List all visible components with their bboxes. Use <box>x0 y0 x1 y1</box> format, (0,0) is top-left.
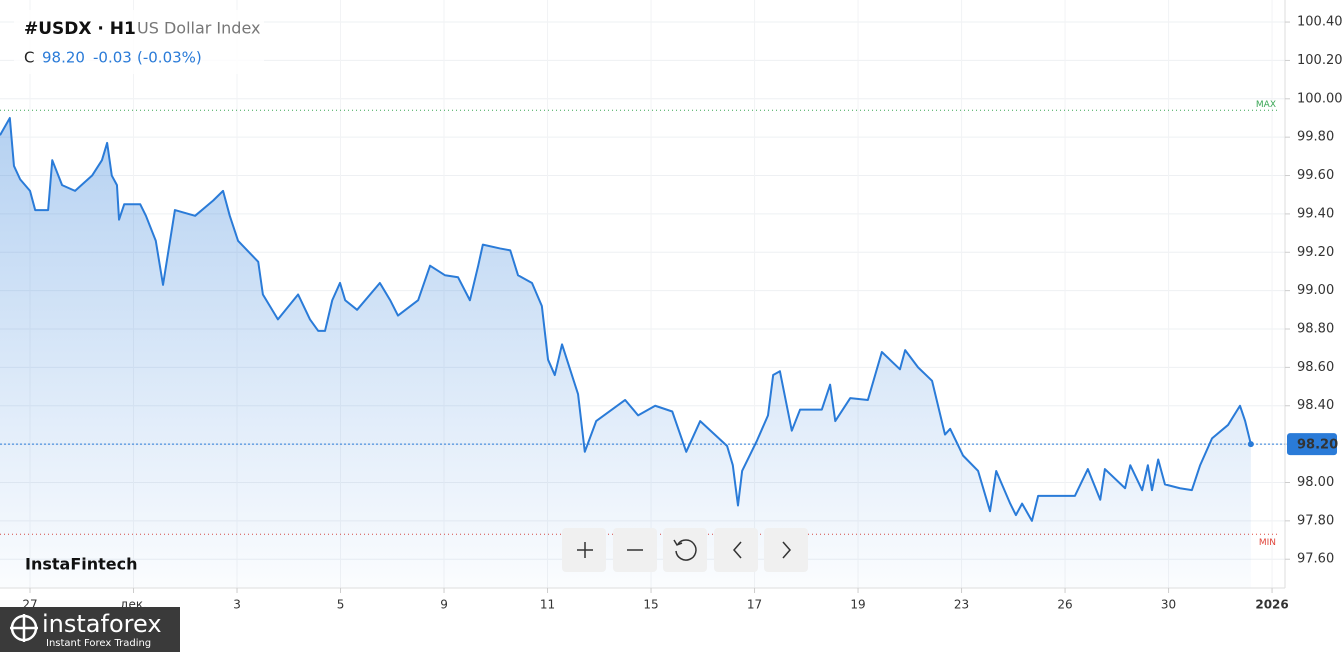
x-tick-label: 19 <box>850 598 865 612</box>
reset-button[interactable] <box>663 528 707 572</box>
y-tick-label: 100.00 <box>1297 91 1343 106</box>
y-tick-label: 99.80 <box>1297 130 1334 145</box>
brand-box <box>0 607 180 652</box>
brand-icon <box>10 614 38 642</box>
x-tick-label: 26 <box>1057 598 1072 612</box>
x-tick-label: 9 <box>440 598 448 612</box>
y-tick-label: 99.40 <box>1297 206 1334 221</box>
y-tick-label: 98.40 <box>1297 398 1334 413</box>
quote-label: C <box>24 49 34 67</box>
min-line-label: MIN <box>1259 538 1276 548</box>
last-price-label: 98.20 <box>1297 438 1338 453</box>
x-tick-label: 15 <box>643 598 658 612</box>
y-tick-label: 99.00 <box>1297 283 1334 298</box>
area <box>0 117 1251 588</box>
y-tick-label: 98.60 <box>1297 360 1334 375</box>
x-tick-label: 5 <box>337 598 345 612</box>
x-tick-label: 30 <box>1161 598 1176 612</box>
last-price-tag <box>1287 433 1337 456</box>
x-tick-label: 23 <box>954 598 969 612</box>
price-line <box>0 116 1252 522</box>
scroll-right-button[interactable] <box>764 528 808 572</box>
y-tick-label: 97.80 <box>1297 513 1334 528</box>
chart-logo: InstaFintech <box>25 555 138 574</box>
zoom-out-button[interactable] <box>613 528 657 572</box>
quote-close: 98.20 <box>42 49 85 67</box>
scroll-left-button[interactable] <box>714 528 758 572</box>
header-bg <box>14 10 264 74</box>
zoom-in-button[interactable] <box>562 528 606 572</box>
y-tick-label: 98.00 <box>1297 475 1334 490</box>
last-point <box>1247 441 1254 448</box>
instrument-name: US Dollar Index <box>137 19 260 38</box>
y-tick-label: 99.60 <box>1297 168 1334 183</box>
x-tick-label: 11 <box>540 598 555 612</box>
brand-name: instaforex <box>42 610 162 638</box>
symbol: #USDX · H1 <box>24 19 136 39</box>
quote-change-pct: (-0.03%) <box>137 49 202 67</box>
brand-tagline: Instant Forex Trading <box>46 638 151 649</box>
x-tick-label: 2026 <box>1255 598 1288 612</box>
y-tick-label: 97.60 <box>1297 552 1334 567</box>
x-tick-label: 17 <box>747 598 762 612</box>
x-tick-label: 3 <box>233 598 241 612</box>
y-tick-label: 100.40 <box>1297 15 1343 30</box>
y-tick-label: 100.20 <box>1297 53 1343 68</box>
y-tick-label: 98.80 <box>1297 322 1334 337</box>
y-tick-label: 99.20 <box>1297 245 1334 260</box>
max-line-label: MAX <box>1256 100 1276 110</box>
quote-change: -0.03 <box>93 49 132 67</box>
